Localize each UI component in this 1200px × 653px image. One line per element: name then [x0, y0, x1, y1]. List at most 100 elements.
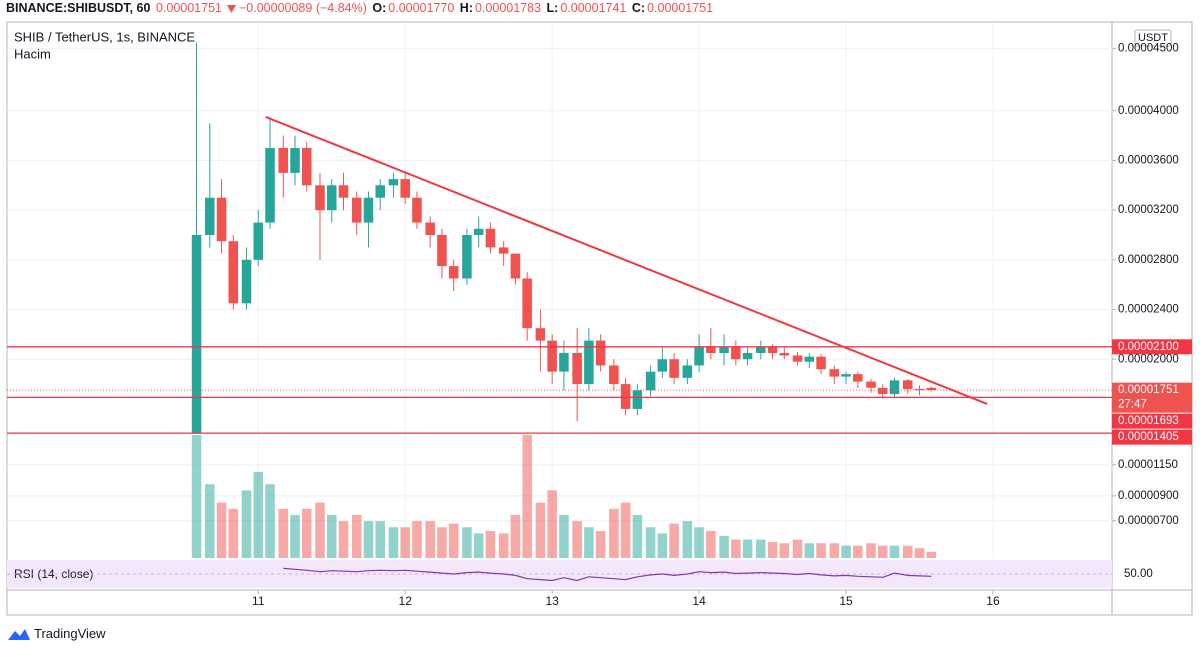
volume-bar [437, 527, 447, 558]
volume-bar [719, 535, 729, 558]
candle-body [866, 381, 876, 388]
candle-body [878, 387, 888, 395]
volume-bar [290, 514, 300, 558]
volume-bar [853, 545, 863, 558]
candle-body [265, 148, 275, 223]
candle-body [216, 197, 227, 242]
low: 0.00001741 [560, 1, 627, 15]
candle-body [767, 346, 778, 354]
volume-bar [535, 502, 546, 558]
price-label: 0.00001751 [1118, 384, 1179, 396]
rsi-tick-label: 50.00 [1124, 568, 1153, 580]
volume-bar [902, 545, 913, 558]
y-tick-label: 0.00000700 [1118, 515, 1179, 527]
volume-bar [779, 543, 790, 558]
volume-bar [609, 508, 619, 558]
countdown: 27:47 [1118, 399, 1147, 411]
volume-bar [804, 543, 815, 558]
candle-body [535, 328, 546, 341]
volume-bar [216, 502, 227, 558]
volume-bar [241, 490, 252, 558]
volume-bar [400, 527, 410, 558]
footer: TradingView [8, 626, 106, 641]
volume-bar [559, 514, 569, 558]
x-tick-label: 15 [839, 594, 853, 608]
volume-bar [338, 521, 349, 558]
low-label: L: [546, 1, 559, 15]
x-tick-label: 14 [692, 594, 706, 608]
volume-bar [657, 533, 668, 558]
candle-body [547, 340, 557, 372]
volume-bar [278, 508, 289, 558]
volume-bar [841, 545, 851, 558]
down-arrow [227, 5, 236, 13]
candle-body [437, 234, 447, 267]
candle-body [756, 346, 766, 354]
y-tick-label: 0.00001150 [1118, 459, 1178, 471]
y-tick-label: 0.00000900 [1118, 490, 1179, 502]
volume-bar [889, 545, 900, 558]
volume-bar [878, 545, 888, 558]
candle-body [853, 374, 863, 382]
volume-bar [425, 521, 435, 558]
candle-body [363, 197, 374, 223]
volume-bar [731, 539, 741, 558]
candle-body [425, 222, 435, 235]
header: BINANCE:SHIBUSDT, 60 0.00001751 −0.000000… [6, 1, 715, 15]
open: 0.00001770 [388, 1, 455, 15]
candle-body [792, 355, 803, 362]
volume-bar [572, 521, 582, 558]
volume-bar [914, 548, 925, 558]
volume-bar [301, 508, 312, 558]
volume-bar [375, 521, 385, 558]
candle-body [448, 266, 459, 279]
candle-body [926, 387, 937, 391]
x-tick-label: 11 [252, 594, 265, 608]
candle-body [301, 148, 312, 186]
candle-body [485, 228, 496, 248]
currency-box[interactable] [1134, 29, 1172, 47]
price-label-box [1112, 339, 1192, 355]
candle-body [620, 384, 631, 409]
brand: TradingView [34, 626, 106, 641]
volume-bar [485, 530, 496, 558]
rsi-label: RSI (14, close) [14, 567, 93, 581]
price-label: 0.00001405 [1118, 431, 1179, 443]
candle-body [804, 356, 815, 362]
volume-bar [829, 543, 840, 558]
volume-bar [706, 530, 716, 558]
volume-bar [694, 527, 704, 558]
candle-body [400, 179, 410, 198]
candle-body [779, 353, 790, 356]
volume-bar [462, 527, 472, 558]
candle-body [645, 371, 656, 391]
volume-bar [792, 539, 803, 558]
volume-bar [816, 543, 826, 558]
candle-body [290, 148, 300, 173]
volume-bar [326, 514, 337, 558]
volume-bar [756, 539, 766, 558]
volume-bar [412, 521, 422, 558]
high-label: H: [459, 1, 473, 15]
candle-body [719, 346, 729, 354]
symbol: BINANCE:SHIBUSDT, 60 [6, 1, 151, 15]
candle-body [412, 197, 422, 223]
volume-bar [645, 527, 656, 558]
x-tick-label: 16 [986, 594, 1000, 608]
y-tick-label: 0.00004500 [1118, 43, 1179, 55]
candle-body [278, 148, 289, 173]
candle-body [473, 228, 484, 235]
currency[interactable]: USDT [1138, 32, 1168, 44]
volume-bar [191, 435, 202, 558]
candle-body [522, 278, 532, 329]
candle-body [253, 222, 264, 260]
candle-body [559, 353, 569, 372]
candle-body [682, 365, 693, 378]
candle-body [241, 259, 252, 304]
price-label-box [1112, 429, 1192, 445]
close-label: C: [631, 1, 646, 15]
volume-bar [363, 521, 374, 558]
candle-body [902, 380, 913, 390]
volume-label: Hacim [14, 46, 51, 61]
volume-bar [669, 523, 679, 558]
